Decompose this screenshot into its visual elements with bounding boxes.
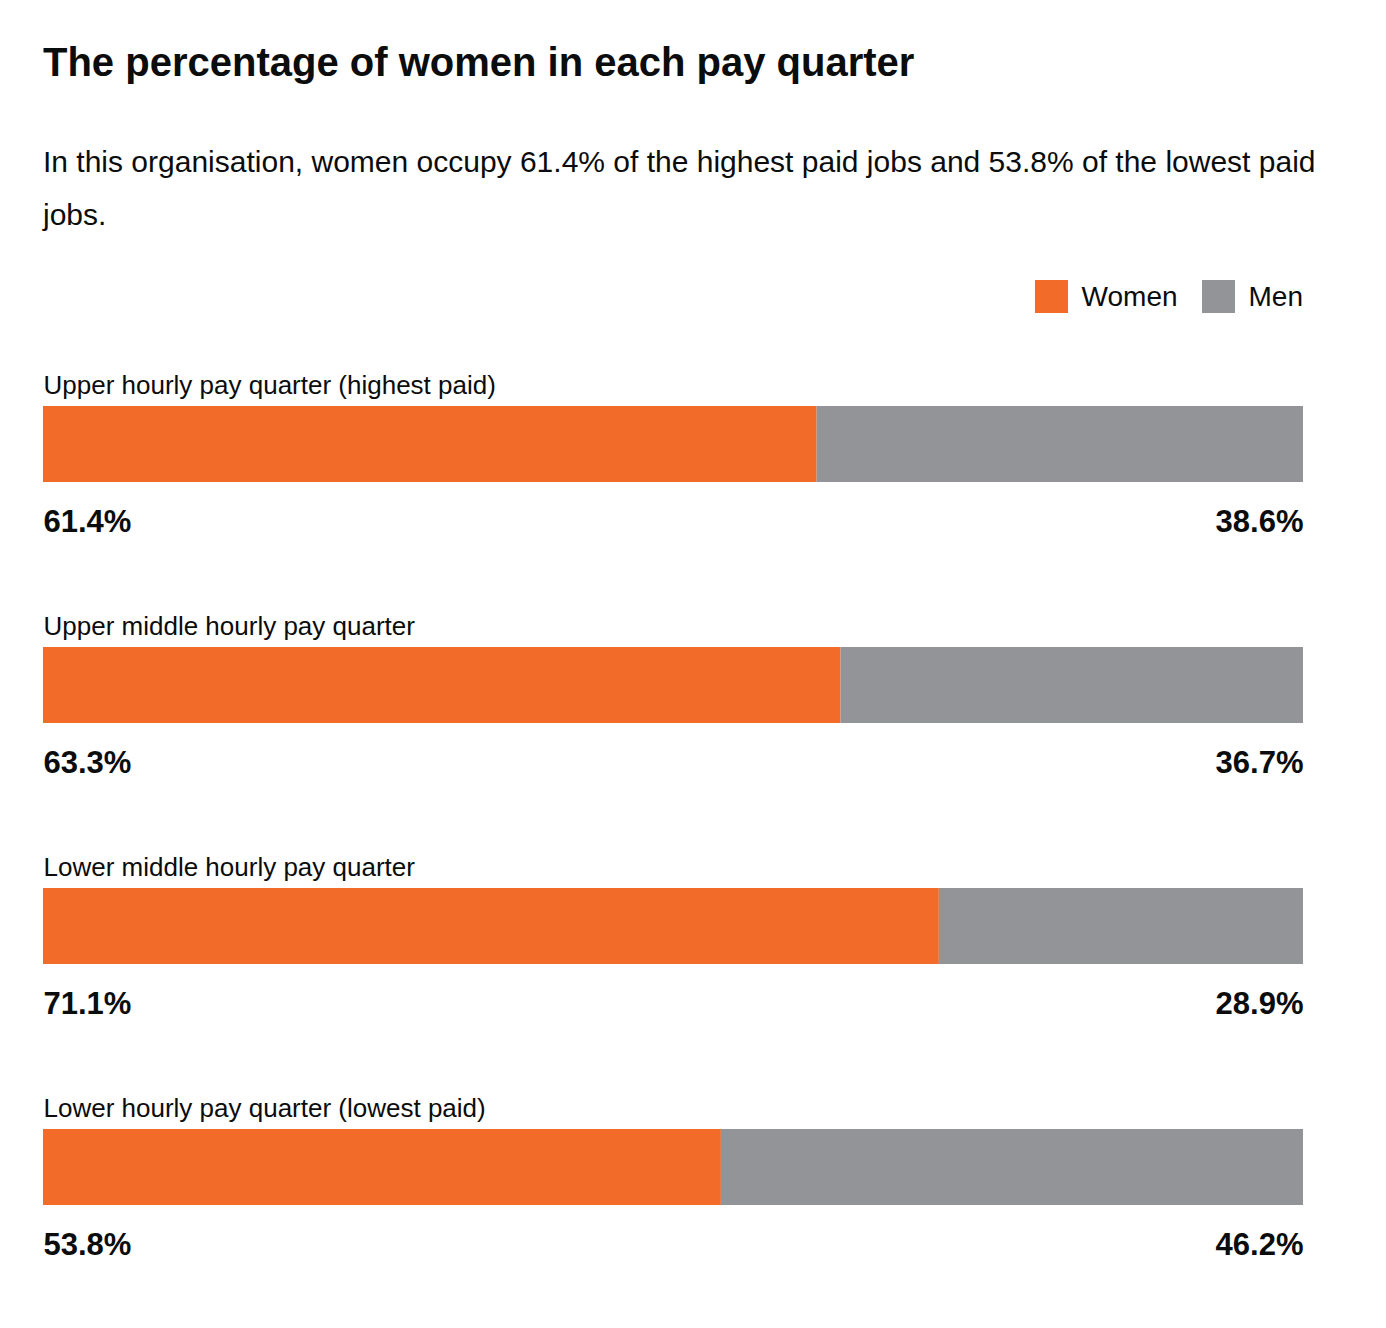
svg-text:36.7%: 36.7% <box>1216 745 1304 780</box>
svg-text:61.4%: 61.4% <box>44 504 132 539</box>
svg-text:28.9%: 28.9% <box>1216 986 1304 1021</box>
svg-text:38.6%: 38.6% <box>1216 504 1304 539</box>
svg-text:Upper hourly pay quarter (high: Upper hourly pay quarter (highest paid) <box>44 370 496 400</box>
html-text:Women: Women <box>1081 280 1178 312</box>
svg-text:46.2%: 46.2% <box>1216 1227 1304 1262</box>
svg-text:Upper middle hourly pay quarte: Upper middle hourly pay quarter <box>44 611 416 641</box>
svg-text:Lower middle hourly pay quarte: Lower middle hourly pay quarter <box>44 852 416 882</box>
svg-text:Lower hourly pay quarter (lowe: Lower hourly pay quarter (lowest paid) <box>44 1093 486 1123</box>
svg-text:63.3%: 63.3% <box>44 745 132 780</box>
svg-text:53.8%: 53.8% <box>44 1227 132 1262</box>
svg-text:71.1%: 71.1% <box>44 986 132 1021</box>
html-text:The percentage of women in eac: The percentage of women in each pay quar… <box>43 40 915 84</box>
html-text:Men: Men <box>1248 280 1303 312</box>
html-text:In this organisation, women oc: In this organisation, women occupy 61.4%… <box>43 145 1316 231</box>
